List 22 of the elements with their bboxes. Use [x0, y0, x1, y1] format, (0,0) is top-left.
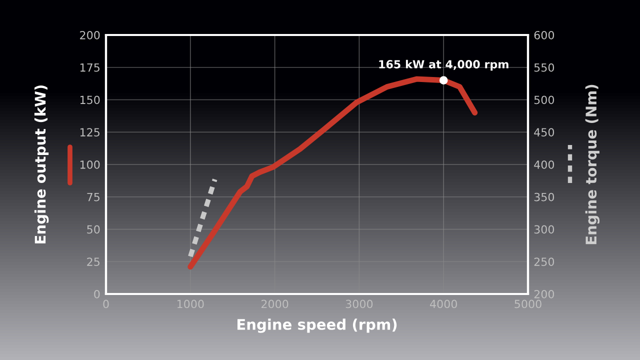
y-axis-title: Engine output (kW) — [34, 86, 49, 244]
x-axis-title: Engine speed (rpm) — [237, 318, 397, 333]
y-tick-label: 100 — [80, 160, 100, 169]
y2-tick-label: 500 — [534, 96, 554, 104]
y2-tick-label: 550 — [534, 63, 554, 72]
y2-tick-label: 200 — [534, 290, 554, 298]
y-tick-label: 75 — [87, 192, 100, 202]
y2-tick-label: 250 — [534, 258, 554, 266]
y-tick-label: 0 — [94, 290, 100, 298]
y-tick-label: 125 — [80, 128, 100, 137]
y-tick-label: 175 — [80, 63, 100, 72]
y2-tick-label: 300 — [534, 225, 554, 234]
y2-tick-label: 350 — [534, 192, 554, 202]
y2-axis-title: Engine torque (Nm) — [585, 84, 600, 244]
y-tick-label: 200 — [80, 30, 100, 40]
y-tick-label: 50 — [87, 225, 100, 234]
y-tick-label: 25 — [87, 258, 100, 266]
annotation: 165 kW at 4,000 rpm — [379, 60, 508, 71]
y2-tick-label: 600 — [534, 30, 554, 40]
y-tick-label: 150 — [80, 96, 100, 104]
y2-tick-label: 400 — [534, 160, 554, 169]
y2-tick-label: 450 — [534, 128, 554, 137]
